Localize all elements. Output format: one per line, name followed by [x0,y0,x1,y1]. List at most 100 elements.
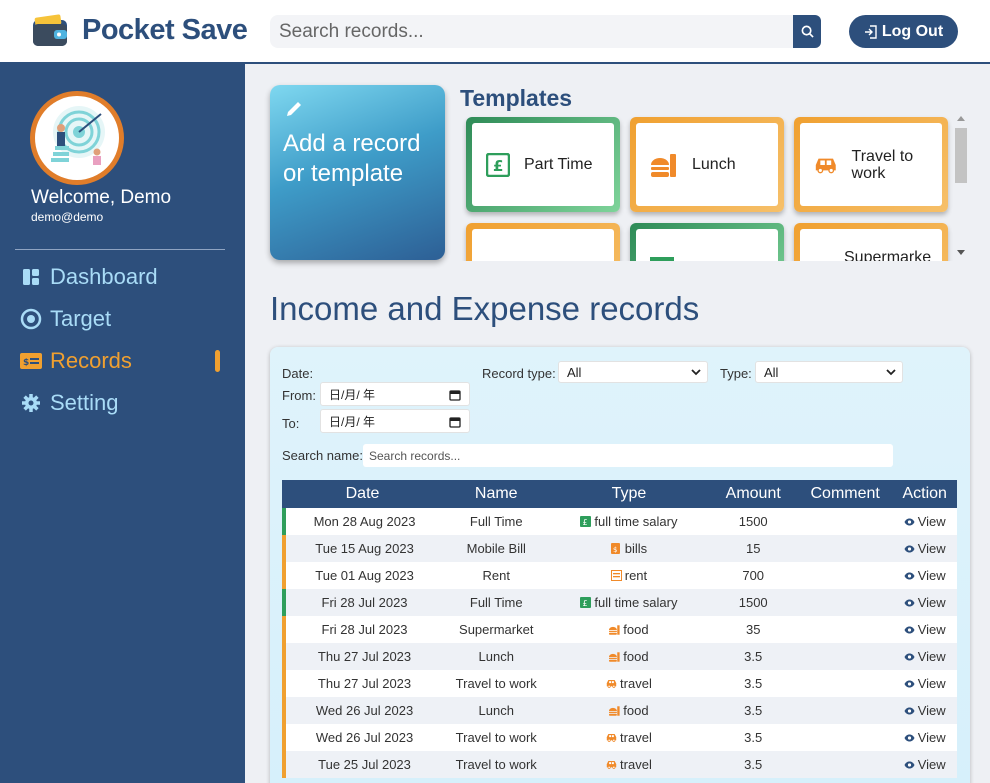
table-row: Wed 26 Jul 2023 Lunch food 3.5 View [282,697,957,724]
view-button[interactable]: View [892,703,957,718]
view-button[interactable]: View [892,568,957,583]
date-placeholder: 日/月/ 年 [329,387,376,402]
template-lunch[interactable]: Lunch [630,117,784,212]
template-part-time[interactable]: £ Part Time [466,117,620,212]
sidebar-item-label: Setting [50,390,119,415]
svg-text:$: $ [613,546,617,554]
to-date-input[interactable]: 日/月/ 年 [320,409,470,433]
type-select[interactable]: All [755,361,903,383]
cell-name: Supermarket [459,622,534,637]
add-record-card[interactable]: Add a record or template [270,85,445,260]
column-header-type[interactable]: Type [611,485,647,502]
scroll-down-arrow-icon[interactable] [957,250,965,255]
sidebar-item-label: Records [50,348,132,373]
view-button[interactable]: View [892,649,957,664]
cell-amount: 35 [745,622,761,637]
view-button[interactable]: View [892,514,957,529]
template-supermarket[interactable]: Supermarke [794,223,948,261]
template-label: Supermarke [844,249,932,261]
view-button[interactable]: View [892,757,957,772]
cell-type-label: rent [624,568,648,583]
from-date-input[interactable]: 日/月/ 年 [320,382,470,406]
eye-icon [904,572,915,580]
template-travel-to-work[interactable]: Travel to work [794,117,948,212]
view-button[interactable]: View [892,595,957,610]
cell-amount: 700 [742,568,765,583]
column-header-amount[interactable]: Amount [725,485,781,502]
sidebar-item-target[interactable]: Target [20,304,230,334]
cell-name: Full Time [469,514,523,529]
sidebar-item-dashboard[interactable]: Dashboard [20,262,230,292]
cell-date: Wed 26 Jul 2023 [315,730,414,745]
type-label: Type: [720,366,752,381]
eye-icon [904,518,915,526]
search-input[interactable] [270,15,793,48]
pound-note-icon: £ [580,516,592,527]
brand-title[interactable]: Pocket Save [82,14,248,46]
view-button[interactable]: View [892,622,957,637]
view-label: View [917,568,946,583]
table-header: Date Name Type Amount Comment Action [282,480,957,508]
target-icon [20,308,42,330]
cell-name: Mobile Bill [466,541,526,556]
templates-title: Templates [460,85,573,111]
pencil-icon [287,102,301,116]
cell-name: Travel to work [455,730,537,745]
svg-text:£: £ [583,518,588,527]
dashboard-icon [20,266,42,288]
template-label: Part Time [524,156,593,173]
header-search [270,15,821,48]
search-button[interactable] [793,15,821,48]
column-header-comment[interactable]: Comment [810,485,880,502]
cell-type-label: food [623,649,649,664]
sidebar-item-records[interactable]: $ Records [20,346,230,376]
cell-amount: 3.5 [744,757,763,772]
chevron-down-icon [691,369,701,376]
sidebar-item-setting[interactable]: Setting [20,388,230,418]
chevron-down-icon [886,369,896,376]
view-button[interactable]: View [892,730,957,745]
cell-type-label: food [623,622,649,637]
template-card[interactable] [630,223,784,261]
cell-date: Tue 25 Jul 2023 [318,757,411,772]
cell-type: £ full time salary [549,514,708,529]
eye-icon [904,599,915,607]
column-header-date[interactable]: Date [345,485,380,502]
view-button[interactable]: View [892,676,957,691]
view-label: View [917,649,946,664]
column-header-name[interactable]: Name [474,485,518,502]
table-row: Mon 28 Aug 2023 Full Time £ full time salar… [282,508,957,535]
food-icon [609,705,620,716]
cell-type-label: travel [620,730,652,745]
eye-icon [904,761,915,769]
template-card[interactable] [466,223,620,261]
search-name-label: Search name: [282,448,363,463]
records-icon: $ [20,350,42,372]
wallet-logo-icon [33,14,67,46]
cell-date: Wed 26 Jul 2023 [315,703,414,718]
user-email: demo@demo [31,210,104,224]
view-button[interactable]: View [892,541,957,556]
cell-amount: 1500 [738,595,768,610]
eye-icon [904,626,915,634]
scroll-up-arrow-icon[interactable] [957,116,965,121]
cell-type-label: travel [620,676,652,691]
car-icon [815,158,836,173]
records-title: Income and Expense records [270,290,700,327]
record-type-select[interactable]: All [558,361,708,383]
logout-button[interactable]: Log Out [849,15,958,48]
cell-type: $ bills [549,541,708,556]
cell-date: Thu 27 Jul 2023 [317,676,412,691]
table-body: Mon 28 Aug 2023 Full Time £ full time salar… [282,508,957,778]
search-name-input[interactable] [363,444,893,467]
record-type-value: All [567,364,582,380]
table-row: Thu 27 Jul 2023 Lunch food 3.5 View [282,643,957,670]
sidebar: Welcome, Demo demo@demo Dashboard Target… [0,64,245,783]
records-panel: Date: From: 日/月/ 年 To: 日/月/ 年 Record typ… [270,347,970,783]
cell-name: Rent [482,568,510,583]
scrollbar-thumb[interactable] [955,128,967,183]
cell-date: Fri 28 Jul 2023 [321,595,408,610]
cell-amount: 3.5 [744,649,763,664]
column-header-action: Action [902,485,947,502]
food-icon [609,651,620,662]
